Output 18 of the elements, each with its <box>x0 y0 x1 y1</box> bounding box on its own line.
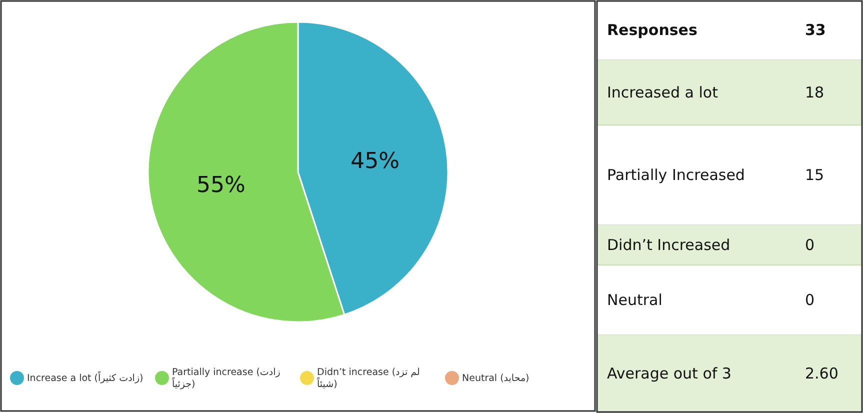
data-label: 45% <box>350 148 400 174</box>
text: 0 <box>805 291 815 309</box>
text: 15 <box>805 166 824 184</box>
category-label: Average out of 3 <box>607 364 732 382</box>
legend-label: Partially increase (زادت جزئياً) <box>172 366 282 392</box>
legend-label: Neutral (محايد) <box>462 372 530 386</box>
category-label: Neutral <box>607 291 662 309</box>
text: 33 <box>805 21 826 39</box>
category-label: Increased a lot <box>607 84 718 102</box>
category-label: Didn’t Increased <box>607 236 730 254</box>
category-label: Partially Increased <box>607 166 745 184</box>
data-label: 55% <box>196 173 246 198</box>
text: 18 <box>805 84 824 102</box>
text: 0 <box>805 236 815 254</box>
text: 2.60 <box>805 364 838 382</box>
legend-label: Didn’t increase (لم تزد شيئاً) <box>317 366 421 392</box>
legend-label: Increase a lot (زادت كثيراً) <box>27 370 144 386</box>
category-label: Responses <box>607 21 698 39</box>
